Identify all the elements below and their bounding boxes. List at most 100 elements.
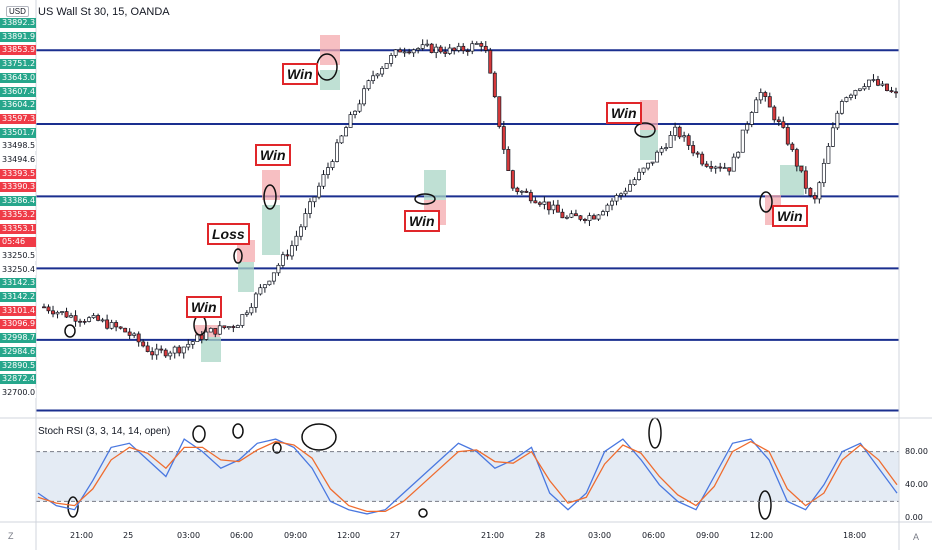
rsi-axis-label: 40.00 <box>905 479 928 489</box>
candle-up <box>330 161 335 168</box>
timezone-badge[interactable]: Z <box>8 531 14 541</box>
stop-loss-box <box>640 100 658 130</box>
annotation-circle <box>414 193 436 205</box>
price-label: 33101.4 <box>0 305 36 316</box>
candle-down <box>285 254 290 257</box>
auto-scale-badge[interactable]: A <box>913 532 920 542</box>
candle-up <box>425 43 430 46</box>
candle-up <box>208 328 213 333</box>
candle-down <box>695 152 700 155</box>
candle-down <box>727 167 732 172</box>
candle-up <box>632 179 637 185</box>
rsi-band <box>36 451 899 502</box>
candle-up <box>470 43 475 52</box>
candle-up <box>605 204 610 212</box>
candle-down <box>700 153 705 165</box>
candle-down <box>73 315 78 322</box>
candle-down <box>177 346 182 354</box>
candle-up <box>736 151 741 158</box>
candle-down <box>776 119 781 123</box>
price-label: 33353.2 <box>0 209 36 220</box>
time-label: 12:00 <box>750 531 774 540</box>
candle-up <box>181 346 186 354</box>
candle-up <box>601 211 605 216</box>
candle-up <box>262 284 267 289</box>
candle-up <box>867 79 871 87</box>
candle-up <box>190 341 195 345</box>
candle-up <box>664 147 669 150</box>
candle-up <box>596 214 601 220</box>
annotation-circle <box>758 490 772 520</box>
take-profit-box <box>424 170 446 200</box>
price-label: 32700.0 <box>0 387 36 398</box>
candle-down <box>136 333 141 343</box>
candle-up <box>335 142 339 162</box>
candle-up <box>637 171 641 180</box>
candle-up <box>623 190 628 195</box>
candle-up <box>551 204 556 211</box>
candle-up <box>303 213 308 228</box>
candle-up <box>474 43 479 45</box>
candle-down <box>781 121 786 128</box>
candle-up <box>69 315 73 318</box>
candles <box>42 39 898 360</box>
candle-up <box>87 317 92 322</box>
candle-up <box>542 201 547 205</box>
currency-badge[interactable]: USD <box>6 6 29 17</box>
candle-down <box>64 311 69 318</box>
annotation-circle <box>418 508 428 518</box>
candle-up <box>240 314 245 326</box>
candle-up <box>235 325 240 328</box>
candle-up <box>226 326 231 329</box>
price-label: 33393.5 <box>0 168 36 179</box>
time-label: 03:00 <box>177 531 201 540</box>
candle-down <box>583 218 587 221</box>
candle-up <box>745 124 750 131</box>
time-label: 27 <box>390 531 401 540</box>
candle-up <box>682 135 687 138</box>
candle-down <box>123 327 128 333</box>
candle-up <box>411 49 416 54</box>
candle-up <box>659 148 664 153</box>
take-profit-box <box>201 337 221 362</box>
annotation-circle <box>67 496 79 518</box>
candle-down <box>443 51 448 54</box>
candle-down <box>592 215 596 220</box>
candle-up <box>456 45 461 51</box>
candle-down <box>524 190 529 193</box>
candle-up <box>650 161 655 164</box>
price-label: 33643.0 <box>0 72 36 83</box>
candle-up <box>55 311 60 315</box>
candle-up <box>673 126 678 136</box>
candle-down <box>501 126 506 150</box>
price-label: 33498.5 <box>0 141 36 152</box>
price-label: 05:46 <box>0 237 36 248</box>
candle-down <box>506 149 511 171</box>
candle-up <box>839 101 844 114</box>
horizontal-levels <box>36 49 899 412</box>
price-label: 33096.9 <box>0 319 36 330</box>
annotation-circle <box>64 324 76 338</box>
candle-up <box>826 146 831 164</box>
candle-up <box>871 79 876 81</box>
rsi-axis-label: 80.00 <box>905 446 928 456</box>
candle-up <box>308 201 312 214</box>
price-label: 32984.6 <box>0 346 36 357</box>
candle-down <box>438 46 443 53</box>
price-label: 32890.5 <box>0 360 36 371</box>
take-profit-box <box>262 205 280 255</box>
candle-down <box>213 328 218 335</box>
time-label: 06:00 <box>642 531 666 540</box>
candle-down <box>163 349 168 357</box>
candle-down <box>461 45 466 52</box>
annotation-circle <box>192 425 206 443</box>
time-label: 09:00 <box>696 531 720 540</box>
time-label: 21:00 <box>481 531 505 540</box>
candle-up <box>186 343 191 348</box>
rsi-axis-label: 0.00 <box>905 513 923 522</box>
price-label: 32872.4 <box>0 374 36 385</box>
price-label: 32998.7 <box>0 333 36 344</box>
candle-up <box>271 272 276 282</box>
candle-up <box>326 167 330 175</box>
